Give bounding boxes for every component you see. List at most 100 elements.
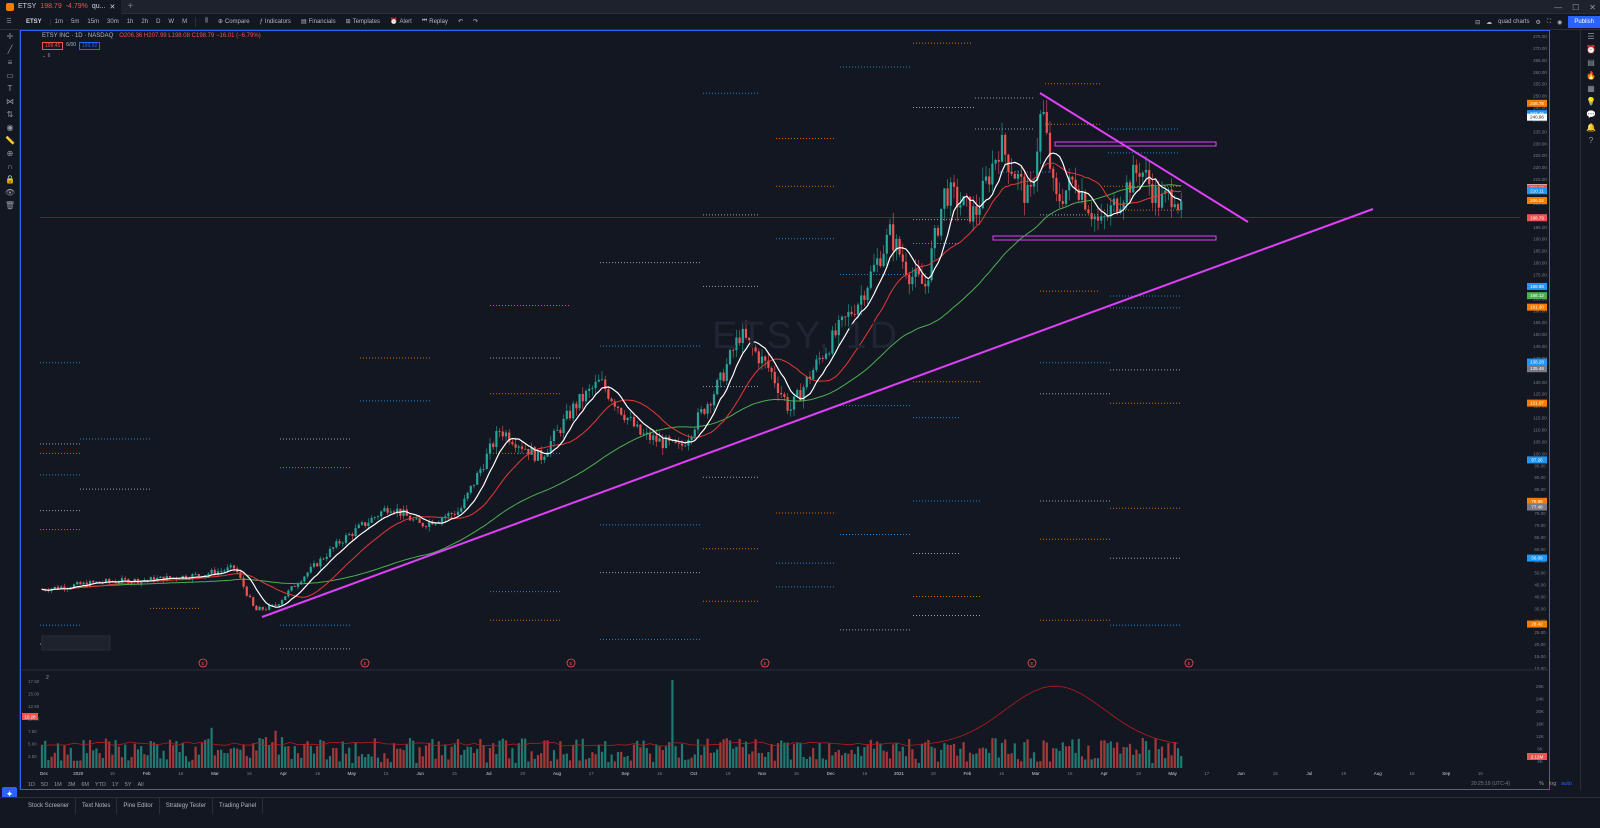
range-1y[interactable]: 1Y	[111, 782, 119, 788]
camera-icon[interactable]: ◉	[1557, 19, 1563, 26]
volume-bar	[559, 741, 562, 768]
candle-body	[1122, 202, 1125, 209]
range-ytd[interactable]: YTD	[94, 782, 106, 788]
volume-bar	[882, 750, 885, 768]
range-5d[interactable]: 5D	[41, 782, 49, 788]
shapes-icon[interactable]: ▭	[6, 71, 14, 80]
log-toggle[interactable]: log	[1548, 781, 1557, 787]
redo-icon[interactable]: ↷	[472, 19, 478, 25]
crosshair-icon[interactable]: ✛	[6, 32, 14, 41]
volume-bar	[815, 759, 818, 768]
candle-body	[959, 205, 962, 208]
ideas-icon[interactable]: 💡	[1586, 97, 1596, 106]
candle-body	[578, 393, 581, 409]
chart-tab[interactable]: ETSY 198.79 -4.79% qu... ✕	[0, 0, 122, 14]
alert-button[interactable]: ⏰ Alert	[385, 18, 417, 26]
candle-body	[930, 248, 933, 281]
layout-name[interactable]: quad charts	[1498, 19, 1530, 25]
price-tick: 65.00	[1534, 535, 1546, 540]
magnet-icon[interactable]: ∩	[7, 162, 13, 171]
close-window-icon[interactable]: ✕	[1589, 2, 1596, 12]
financials-button[interactable]: ▤ Financials	[296, 18, 341, 26]
bar-style-icon[interactable]: ⫼	[205, 18, 208, 24]
percent-toggle[interactable]: %	[1539, 781, 1544, 787]
interval-30m[interactable]: 30m	[107, 18, 119, 25]
ask-box[interactable]: 199.92	[79, 42, 101, 50]
interval-m[interactable]: M	[182, 18, 188, 25]
volume-bar	[821, 758, 824, 768]
panel-pine-editor[interactable]: Pine Editor	[117, 797, 160, 814]
range-5y[interactable]: 5Y	[124, 782, 132, 788]
panel-trading[interactable]: Trading Panel	[213, 797, 264, 814]
volume-bar	[386, 758, 389, 768]
notifications-icon[interactable]: 🔔	[1586, 123, 1596, 132]
hotlist-icon[interactable]: 🔥	[1586, 71, 1596, 80]
indicator-toggle[interactable]: ⌄ 6	[42, 53, 51, 59]
interval-5m[interactable]: 5m	[71, 18, 80, 25]
range-all[interactable]: All	[137, 782, 144, 788]
data-window-icon[interactable]: ▤	[1587, 58, 1595, 67]
ruler-icon[interactable]: 📏	[5, 136, 15, 145]
candle-body	[1160, 193, 1164, 208]
volume-bar	[229, 748, 232, 768]
range-1m[interactable]: 1M	[54, 782, 62, 788]
settings-icon[interactable]: ⚙	[1535, 19, 1541, 26]
candle-body	[405, 509, 408, 516]
undo-icon[interactable]: ↶	[457, 19, 463, 25]
chart-pane[interactable]	[20, 30, 1550, 790]
interval-2h[interactable]: 2h	[141, 18, 149, 25]
volume-bar	[213, 755, 216, 768]
range-1d[interactable]: 1D	[28, 782, 36, 788]
timezone[interactable]: 20:25:19 (UTC-4)	[1471, 781, 1510, 787]
maximize-icon[interactable]: ☐	[1572, 2, 1580, 12]
watchlist-icon[interactable]: ☰	[1587, 32, 1595, 41]
text-icon[interactable]: T	[7, 84, 13, 93]
volume-bar	[466, 746, 469, 768]
close-icon[interactable]: ✕	[109, 3, 116, 11]
menu-icon[interactable]: ☰	[6, 19, 12, 25]
trash-icon[interactable]: 🗑	[4, 201, 16, 210]
templates-button[interactable]: ⊞ Templates	[341, 18, 385, 26]
interval-1m[interactable]: 1m	[54, 18, 64, 25]
lock-icon[interactable]: 🔒	[5, 175, 15, 184]
panel-strategy-tester[interactable]: Strategy Tester	[160, 797, 213, 814]
volume-bar	[546, 740, 549, 768]
eye-icon[interactable]: ◉	[6, 123, 14, 132]
interval-1h[interactable]: 1h	[126, 18, 134, 25]
interval-w[interactable]: W	[168, 18, 175, 25]
compare-button[interactable]: ⊕ Compare	[213, 18, 255, 26]
interval-15m[interactable]: 15m	[87, 18, 100, 25]
panel-stock-screener[interactable]: Stock Screener	[22, 797, 77, 814]
fib-icon[interactable]: ≡	[7, 58, 13, 67]
volume-bar	[549, 760, 552, 768]
layout-icon[interactable]: ⊟	[1475, 19, 1481, 26]
publish-button[interactable]: Publish	[1568, 16, 1600, 28]
alerts-icon[interactable]: ⏰	[1586, 45, 1596, 54]
fullscreen-icon[interactable]: ⛶	[1546, 18, 1552, 25]
auto-toggle[interactable]: auto	[1561, 781, 1572, 787]
bid-box[interactable]: 199.45	[42, 42, 64, 50]
prediction-icon[interactable]: ⇅	[6, 110, 14, 119]
interval-d[interactable]: D	[156, 18, 161, 25]
candle-body	[661, 438, 664, 449]
help-icon[interactable]: ?	[1588, 136, 1594, 145]
indicators-button[interactable]: ƒ Indicators	[255, 19, 296, 25]
panel-text-notes[interactable]: Text Notes	[76, 797, 118, 814]
volume-bar	[172, 745, 175, 768]
range-6m[interactable]: 6M	[81, 782, 89, 788]
visibility-icon[interactable]: 👁	[4, 188, 16, 197]
minimize-icon[interactable]: —	[1554, 2, 1563, 12]
volume-bar	[1106, 743, 1109, 768]
replay-button[interactable]: ⏮ Replay	[417, 18, 453, 25]
chat-icon[interactable]: 💬	[1586, 110, 1596, 119]
zoom-icon[interactable]: ⊕	[6, 149, 14, 158]
pattern-icon[interactable]: ⋈	[6, 97, 14, 106]
volume-bar	[1055, 748, 1058, 768]
new-tab-icon[interactable]: +	[127, 1, 134, 12]
symbol-search[interactable]: ETSY	[18, 18, 51, 25]
trendline-icon[interactable]: ╱	[7, 45, 13, 54]
candle-body	[1167, 189, 1170, 191]
range-3m[interactable]: 3M	[67, 782, 76, 788]
calendar-icon[interactable]: ▦	[1587, 84, 1595, 93]
